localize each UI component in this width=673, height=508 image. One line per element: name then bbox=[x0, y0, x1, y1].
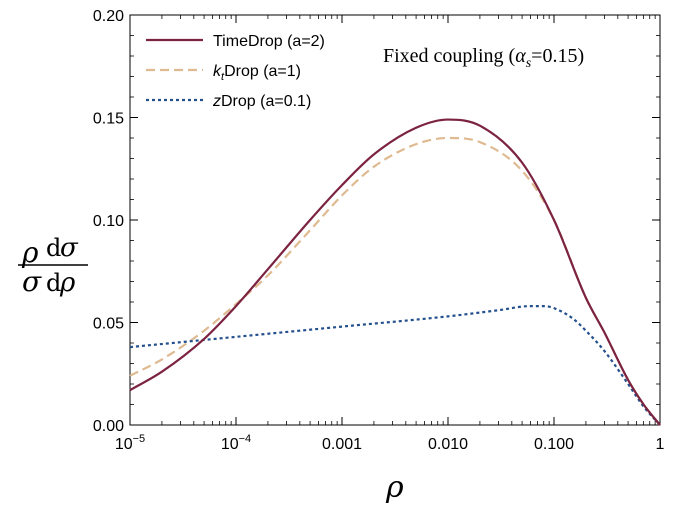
x-tick-label: 10−4 bbox=[221, 433, 251, 453]
series-line-0 bbox=[129, 118, 661, 426]
y-label-den-d: d bbox=[46, 269, 61, 297]
x-axis-label: ρ bbox=[385, 470, 404, 505]
plot-layer: 10−5 10−4 0.001 0.010 0.100 1 0.00 0.05 0.10 0.15… bbox=[93, 8, 665, 453]
x-tick-label: 0.100 bbox=[534, 436, 574, 453]
y-label-num-left: ρ bbox=[21, 236, 39, 269]
y-tick-label: 0.05 bbox=[93, 316, 124, 333]
y-label-den-left: σ bbox=[22, 265, 42, 298]
legend-label-2: zDrop (a=0.1) bbox=[212, 93, 311, 110]
y-label-num-sym: σ bbox=[60, 233, 79, 263]
plot-frame bbox=[129, 14, 661, 426]
y-tick-label: 0.10 bbox=[93, 213, 124, 230]
series-line-2 bbox=[129, 304, 661, 426]
y-axis-label: ρ d σ σ d ρ bbox=[18, 233, 88, 298]
legend: TimeDrop (a=2) ktDrop (a=1) zDrop (a=0.1) bbox=[146, 33, 325, 110]
series-line-1 bbox=[129, 136, 661, 426]
x-tick-label: 0.010 bbox=[428, 436, 468, 453]
y-label-den-sym: ρ bbox=[59, 268, 76, 298]
legend-label-1: ktDrop (a=1) bbox=[213, 63, 301, 83]
x-tick-label: 1 bbox=[656, 436, 665, 453]
y-tick-label: 0.15 bbox=[93, 111, 124, 128]
annotation-text: Fixed coupling (αs=0.15) bbox=[383, 45, 584, 71]
legend-label-0: TimeDrop (a=2) bbox=[213, 33, 325, 50]
x-tick-label: 10−5 bbox=[115, 433, 145, 453]
y-label-num-d: d bbox=[46, 234, 61, 262]
y-tick-label: 0.20 bbox=[93, 8, 124, 25]
y-tick-label: 0.00 bbox=[93, 418, 124, 435]
x-tick-label: 0.001 bbox=[322, 436, 362, 453]
